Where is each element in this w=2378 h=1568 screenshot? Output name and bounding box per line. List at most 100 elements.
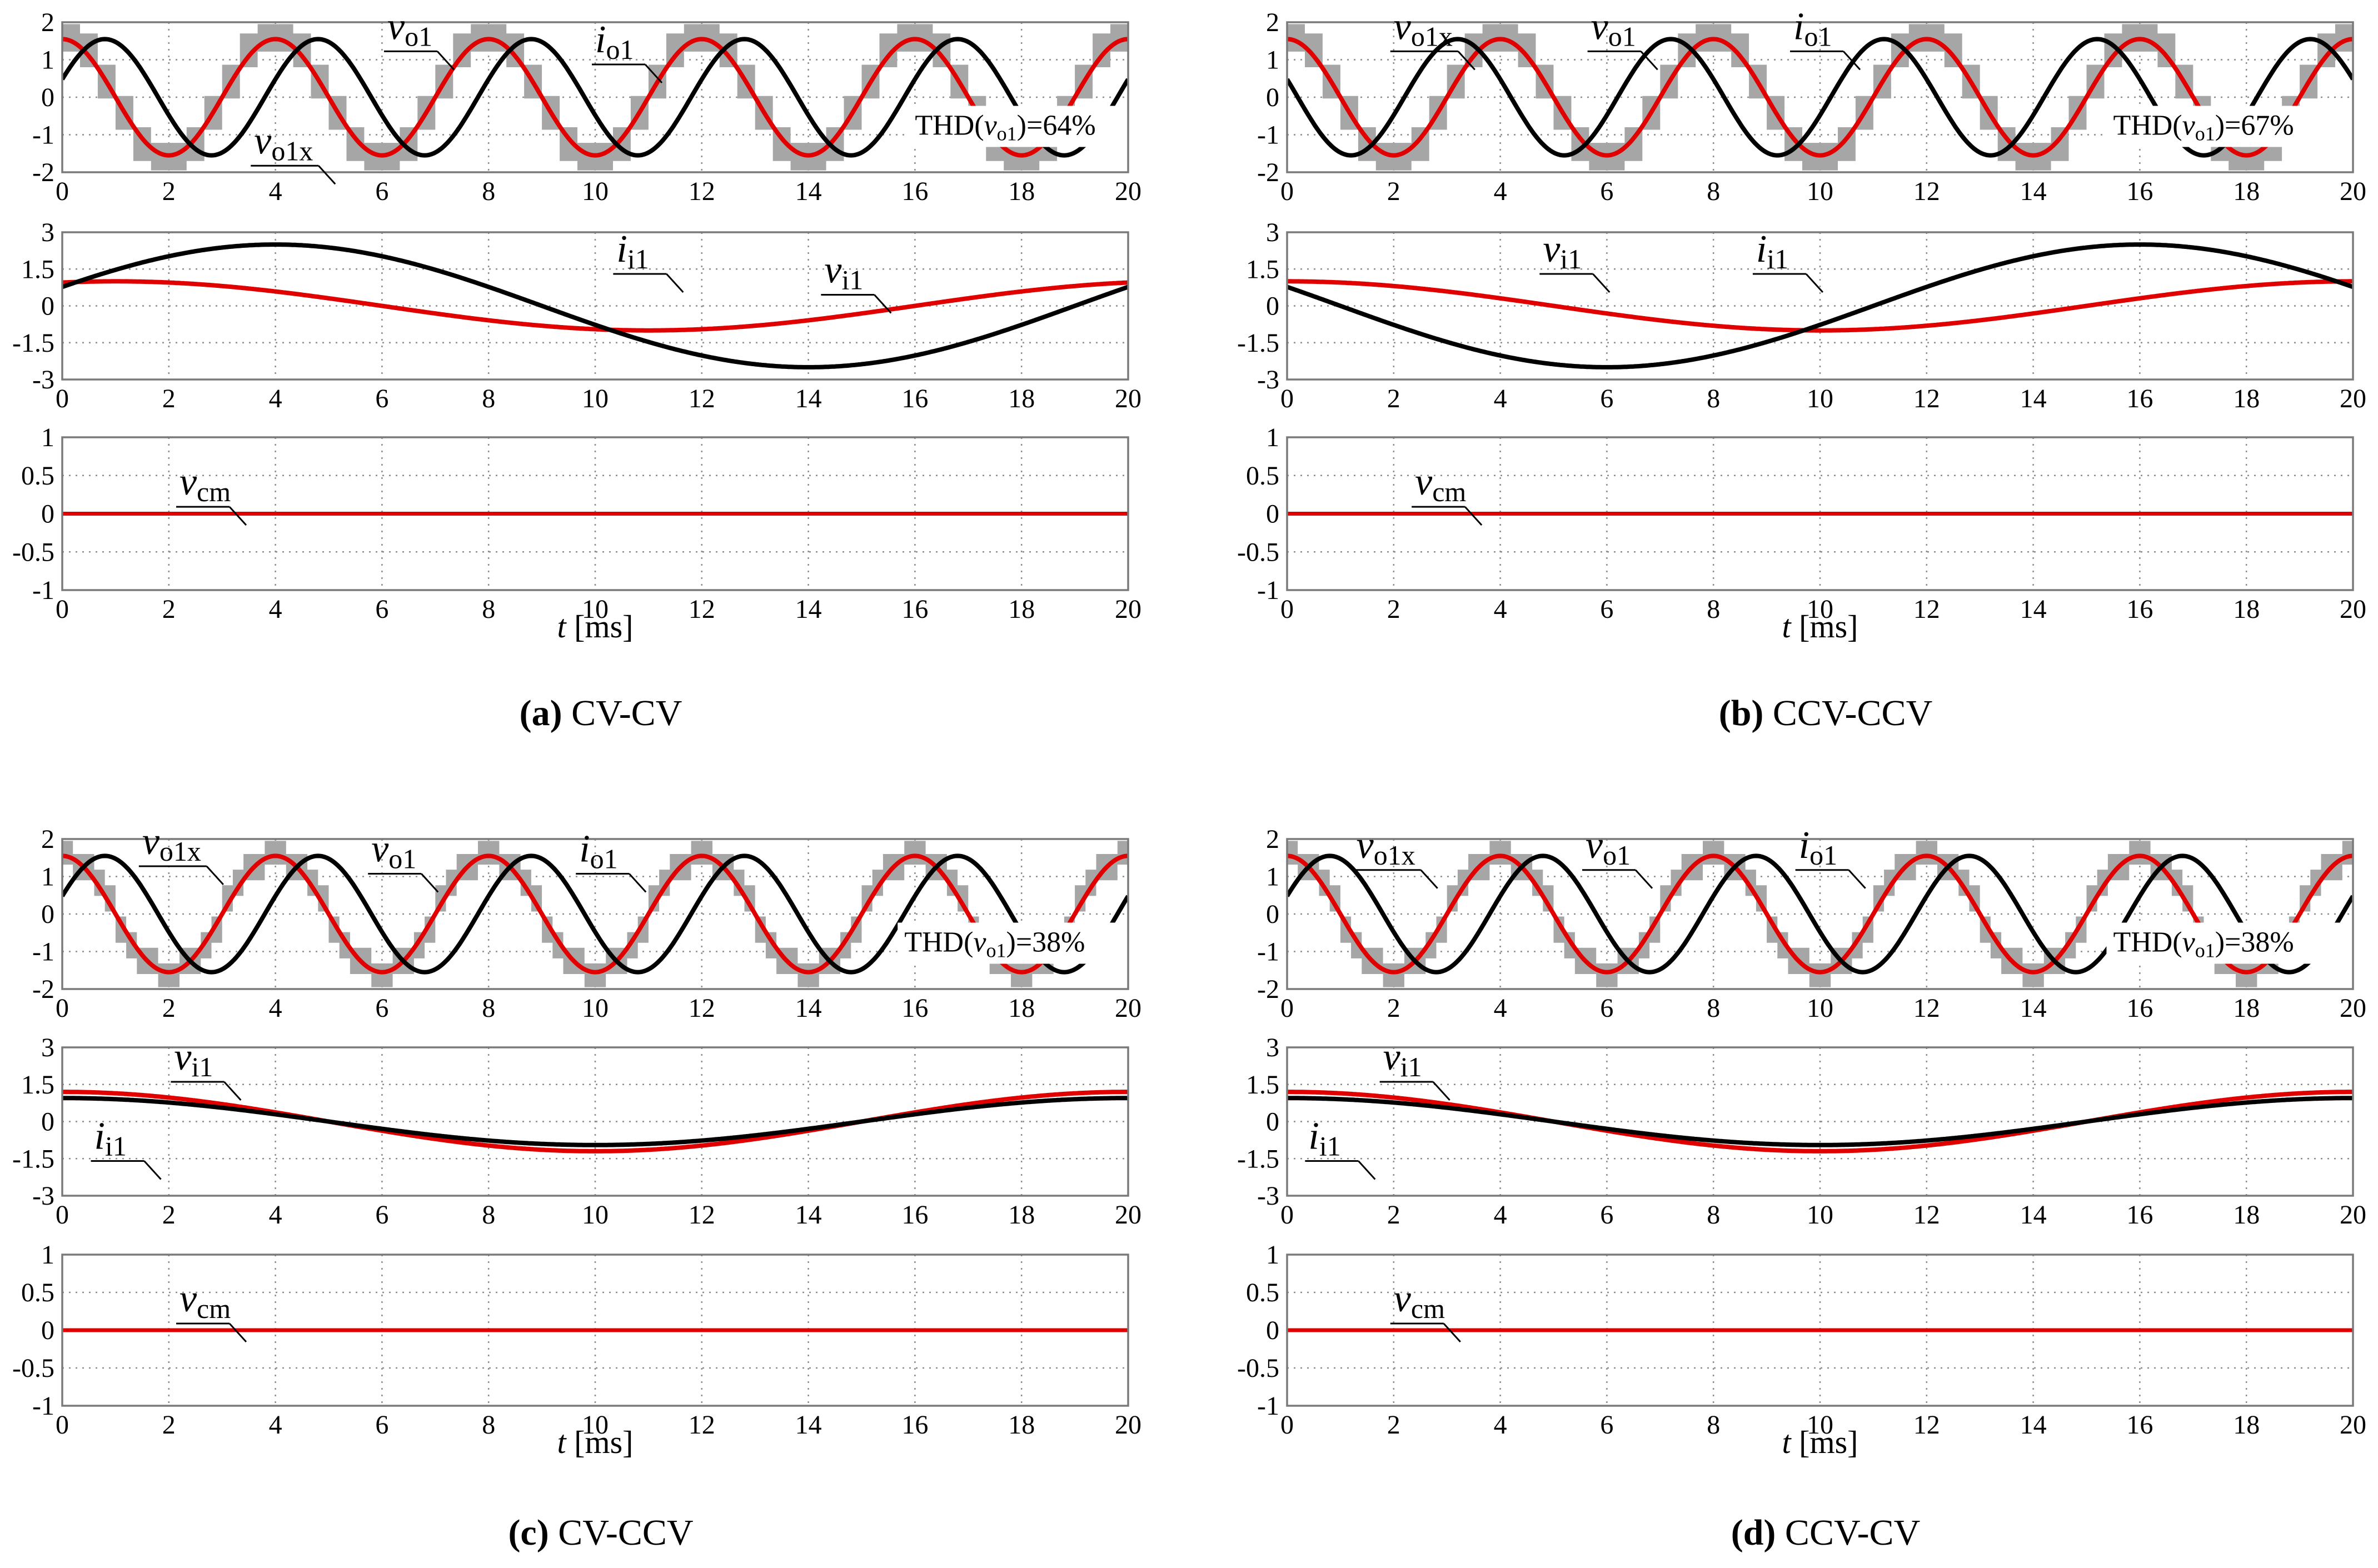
panel-frame	[1286, 231, 2354, 381]
x-tick-label: 20	[1115, 595, 1141, 624]
series-label: ii1	[1752, 228, 1824, 293]
y-tick-label: -2	[32, 975, 54, 1004]
y-tick-label: 0	[41, 292, 54, 321]
series-i-i1	[1287, 1096, 2353, 1147]
y-tick-label: 1.5	[1246, 254, 1279, 284]
x-tick-label: 4	[269, 1200, 282, 1230]
series-label-text: ii1	[616, 228, 649, 274]
x-tick-label: 12	[1913, 595, 1940, 624]
series-label-text: vcm	[180, 1277, 231, 1324]
series-label: vcm	[1412, 461, 1483, 526]
x-tick-label: 0	[1280, 384, 1294, 413]
x-tick-label: 20	[2340, 177, 2366, 206]
series-label-text: vo1	[371, 828, 416, 875]
x-tick-label: 4	[1494, 595, 1507, 624]
thd-annotation: THD(vo1)=67%	[2113, 110, 2294, 145]
x-tick-label: 20	[1115, 384, 1141, 413]
y-tick-label: 0	[1266, 1316, 1279, 1345]
x-tick-label: 10	[582, 384, 609, 413]
subfigure-caption: (c) CV-CCV	[508, 1512, 693, 1553]
y-tick-label: 3	[1266, 1033, 1279, 1062]
x-tick-label: 12	[689, 595, 715, 624]
x-axis-label: t [ms]	[557, 1424, 634, 1460]
x-tick-label: 16	[901, 177, 928, 206]
x-tick-label: 16	[901, 1410, 928, 1440]
series-label-text: vo1	[1591, 5, 1636, 52]
series-label: vo1	[1587, 5, 1658, 71]
series-label: vo1x	[1353, 824, 1438, 889]
x-tick-label: 12	[689, 384, 715, 413]
x-tick-label: 6	[1600, 177, 1613, 206]
label-leader	[206, 865, 224, 886]
label-leader	[629, 873, 647, 893]
subfigure-caption: (b) CCV-CCV	[1719, 693, 1933, 733]
x-tick-label: 4	[1494, 1200, 1507, 1230]
x-tick-label: 14	[2020, 595, 2047, 624]
series-label: vo1	[1582, 824, 1653, 889]
x-tick-label: 10	[582, 1410, 609, 1440]
x-tick-label: 16	[2126, 1200, 2153, 1230]
x-tick-label: 20	[2340, 993, 2366, 1023]
x-tick-label: 4	[269, 177, 282, 206]
label-leader	[1420, 869, 1438, 889]
x-tick-label: 8	[482, 1410, 495, 1440]
x-tick-label: 0	[56, 993, 69, 1023]
x-tick-label: 6	[375, 595, 388, 624]
y-tick-label: -0.5	[12, 1354, 54, 1383]
label-leader	[228, 1322, 247, 1343]
x-tick-label: 18	[1008, 993, 1035, 1023]
x-tick-label: 12	[689, 177, 715, 206]
panel-frame	[1286, 838, 2354, 990]
x-tick-label: 10	[582, 177, 609, 206]
y-tick-label: 3	[41, 218, 54, 247]
y-tick-label: 1	[41, 862, 54, 892]
label-leader	[874, 294, 892, 314]
x-tick-label: 14	[795, 1200, 822, 1230]
x-tick-label: 14	[2020, 1410, 2047, 1440]
series-v-o1	[1287, 37, 2353, 158]
y-tick-label: -1	[1257, 121, 1279, 150]
x-tick-label: 18	[1008, 384, 1035, 413]
y-tick-label: 1	[41, 1240, 54, 1270]
x-tick-label: 12	[1913, 384, 1940, 413]
y-tick-label: 3	[1266, 218, 1279, 247]
label-leader	[1592, 273, 1611, 293]
series-v-i1	[1287, 1090, 2353, 1153]
x-axis-label: t [ms]	[557, 608, 634, 645]
x-tick-label: 18	[2233, 1200, 2260, 1230]
series-v-i1	[62, 279, 1128, 333]
y-tick-label: 1.5	[21, 254, 54, 284]
label-leader	[1432, 1081, 1450, 1101]
x-tick-label: 10	[1807, 1410, 1833, 1440]
x-tick-label: 0	[56, 177, 69, 206]
series-label: vcm	[176, 461, 247, 526]
label-leader	[666, 273, 684, 293]
series-v-i1	[1287, 279, 2353, 333]
x-tick-label: 8	[1707, 384, 1720, 413]
x-axis-label: t [ms]	[1782, 1424, 1858, 1460]
x-tick-label: 6	[1600, 993, 1613, 1023]
y-tick-label: 1	[41, 46, 54, 75]
x-tick-label: 0	[56, 384, 69, 413]
label-leader	[1464, 506, 1483, 526]
x-tick-label: 20	[1115, 177, 1141, 206]
x-tick-label: 14	[795, 177, 822, 206]
series-label: vcm	[1390, 1277, 1461, 1343]
x-tick-label: 4	[1494, 993, 1507, 1023]
x-tick-label: 8	[482, 384, 495, 413]
label-leader	[436, 51, 455, 71]
series-label-text: vi1	[1383, 1036, 1422, 1082]
label-leader	[1805, 273, 1824, 293]
thd-annotation: THD(vo1)=38%	[904, 927, 1085, 962]
subfigure-caption: (a) CV-CV	[520, 693, 682, 733]
